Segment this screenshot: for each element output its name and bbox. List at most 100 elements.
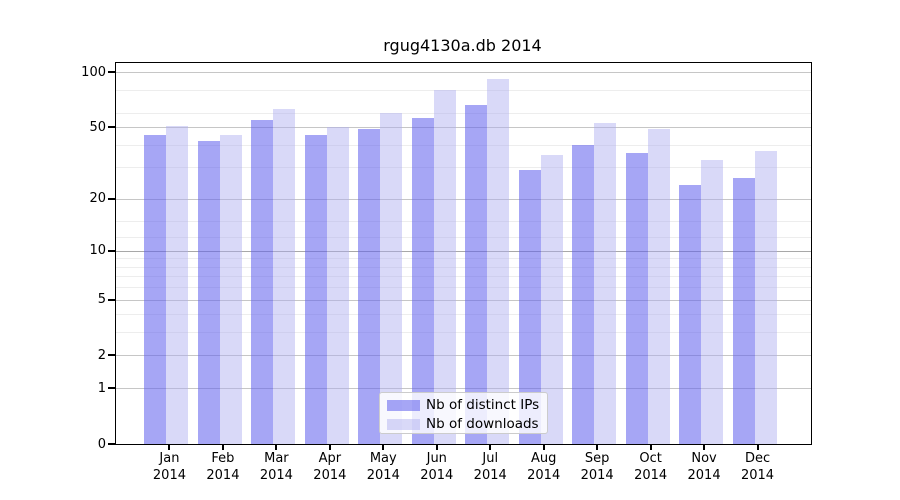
- bar-downloads-nov: [701, 159, 724, 444]
- bar-downloads-aug: [540, 155, 563, 444]
- y-tick: [108, 387, 115, 390]
- x-tick: [435, 445, 438, 450]
- x-label-month: Nov: [691, 451, 717, 466]
- major-gridline: [116, 127, 811, 129]
- x-label-year: 2014: [366, 468, 400, 483]
- bar-distinct-ips-nov: [679, 184, 702, 444]
- minor-gridline: [116, 276, 811, 278]
- bar-downloads-sep: [594, 122, 617, 444]
- minor-gridline: [116, 112, 811, 114]
- x-tick: [328, 445, 331, 450]
- x-tick-label-mar: Mar 2014: [236, 450, 316, 484]
- legend-label-distinct-ips: Nb of distinct IPs: [426, 397, 540, 413]
- x-label-month: Jan: [159, 451, 180, 466]
- minor-gridline: [116, 332, 811, 334]
- bar-distinct-ips-may: [358, 128, 381, 444]
- bar-distinct-ips-apr: [304, 135, 327, 444]
- x-tick: [703, 445, 706, 450]
- x-label-year: 2014: [152, 468, 186, 483]
- y-tick: [108, 443, 115, 445]
- bar-downloads-oct: [647, 128, 670, 444]
- minor-gridline: [116, 144, 811, 146]
- minor-gridline: [116, 266, 811, 268]
- y-tick-label: 5: [97, 292, 106, 308]
- x-label-year: 2014: [259, 468, 293, 483]
- minor-gridline: [116, 287, 811, 289]
- bar-distinct-ips-sep: [572, 144, 595, 444]
- bar-distinct-ips-aug: [518, 169, 541, 444]
- x-label-year: 2014: [527, 468, 561, 483]
- x-label-month: Jun: [426, 451, 447, 466]
- y-tick: [108, 71, 115, 74]
- y-tick-label: 10: [89, 243, 106, 259]
- x-tick: [756, 445, 759, 450]
- x-label-month: Apr: [318, 451, 342, 466]
- minor-gridline: [116, 89, 811, 91]
- major-gridline: [116, 198, 811, 200]
- y-tick: [108, 126, 115, 129]
- x-label-month: Jul: [482, 451, 499, 466]
- plot-area: [115, 62, 812, 445]
- y-tick: [108, 197, 115, 200]
- bar-downloads-apr: [326, 127, 349, 444]
- x-label-month: Mar: [264, 451, 289, 466]
- x-tick-label-aug: Aug 2014: [504, 450, 584, 484]
- x-label-year: 2014: [206, 468, 240, 483]
- bar-distinct-ips-jan: [144, 135, 167, 444]
- legend-row-downloads: Nb of downloads: [380, 415, 547, 435]
- minor-gridline: [116, 167, 811, 169]
- major-gridline: [116, 299, 811, 301]
- y-tick: [108, 249, 115, 252]
- x-label-month: Aug: [530, 451, 557, 466]
- y-tick-label: 2: [97, 347, 106, 363]
- legend-label-downloads: Nb of downloads: [426, 416, 539, 432]
- bar-downloads-jun: [433, 89, 456, 444]
- x-tick: [596, 445, 599, 450]
- bar-downloads-feb: [219, 135, 242, 444]
- x-tick: [275, 445, 278, 450]
- major-gridline: [116, 355, 811, 357]
- x-label-year: 2014: [420, 468, 454, 483]
- x-label-year: 2014: [580, 468, 614, 483]
- x-label-year: 2014: [740, 468, 775, 483]
- legend-swatch-downloads: [387, 419, 420, 430]
- bar-distinct-ips-dec: [732, 178, 755, 444]
- legend-swatch-distinct-ips: [387, 400, 420, 411]
- x-tick-label-sep: Sep 2014: [557, 450, 637, 484]
- x-tick-label-nov: Nov 2014: [664, 450, 744, 484]
- x-tick: [168, 445, 171, 450]
- x-tick: [542, 445, 545, 450]
- major-gridline: [116, 72, 811, 74]
- minor-gridline: [116, 314, 811, 316]
- bar-downloads-jan: [166, 125, 189, 444]
- x-label-year: 2014: [473, 468, 507, 483]
- x-label-month: May: [369, 451, 397, 466]
- x-tick-label-apr: Apr 2014: [290, 450, 370, 484]
- x-label-month: Sep: [584, 451, 610, 466]
- x-tick: [489, 445, 492, 450]
- y-tick: [108, 354, 115, 357]
- y-tick-label: 20: [89, 191, 106, 207]
- x-label-year: 2014: [313, 468, 347, 483]
- x-label-year: 2014: [634, 468, 668, 483]
- x-label-month: Dec: [744, 451, 771, 466]
- bar-distinct-ips-jul: [465, 105, 488, 444]
- y-tick-label: 100: [81, 64, 106, 80]
- bar-distinct-ips-oct: [625, 152, 648, 444]
- legend: Nb of distinct IPs Nb of downloads: [379, 392, 548, 434]
- x-tick-label-jun: Jun 2014: [397, 450, 477, 484]
- x-tick-label-jan: Jan 2014: [129, 450, 209, 484]
- x-tick: [649, 445, 652, 450]
- minor-gridline: [116, 220, 811, 222]
- x-label-month: Oct: [639, 451, 662, 466]
- legend-row-distinct-ips: Nb of distinct IPs: [380, 396, 547, 416]
- major-gridline: [116, 250, 811, 252]
- x-label-year: 2014: [687, 468, 721, 483]
- y-tick-label: 1: [97, 380, 106, 396]
- bar-downloads-dec: [754, 150, 777, 444]
- bar-downloads-mar: [273, 108, 296, 444]
- x-tick-label-jul: Jul 2014: [450, 450, 530, 484]
- minor-gridline: [116, 258, 811, 260]
- minor-gridline: [116, 237, 811, 239]
